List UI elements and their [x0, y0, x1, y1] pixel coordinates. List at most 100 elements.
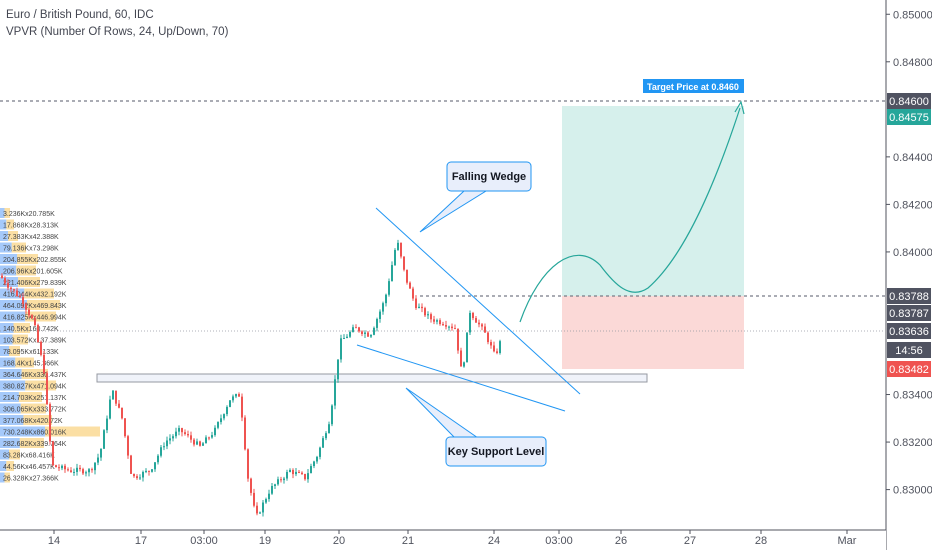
candle-body	[337, 359, 339, 380]
candle-body	[385, 294, 387, 304]
support-callout[interactable]	[445, 436, 547, 467]
price-badge[interactable]	[887, 342, 931, 358]
vp-bar-label: 168.4Kx145.366K	[3, 361, 59, 368]
vp-bar-label: 79.136Kx73.298K	[3, 246, 59, 253]
price-badge[interactable]	[887, 361, 931, 377]
candle-body	[289, 469, 291, 472]
indicator-title[interactable]: VPVR (Number Of Rows, 24, Up/Down, 70)	[6, 26, 229, 38]
target-label-badge[interactable]	[643, 79, 744, 93]
candle-body	[19, 296, 21, 298]
support-box[interactable]	[96, 373, 648, 383]
candle-body	[49, 404, 51, 442]
vp-bar-down	[27, 300, 60, 310]
candle-body	[148, 470, 150, 472]
candle-body	[70, 470, 72, 473]
candle-body	[100, 448, 102, 458]
candle-body	[376, 318, 378, 328]
vp-bar-label: 44.56Kx46.457K	[3, 464, 55, 471]
vp-bar-up	[0, 346, 9, 356]
stop-zone	[562, 296, 744, 369]
vp-bar-label: 78.095Kx61.133K	[3, 349, 59, 356]
price-badge[interactable]	[887, 109, 931, 125]
x-tick-label: 03:00	[190, 535, 218, 547]
candle-body	[208, 437, 210, 439]
candle-body	[271, 485, 273, 494]
candle-body	[232, 396, 234, 401]
candle-body	[322, 438, 324, 448]
vp-bar-up	[0, 265, 17, 276]
vp-bar-label: 3.236Kx20.785K	[3, 211, 55, 218]
candle-body	[292, 469, 294, 475]
vp-bar-down	[6, 219, 14, 230]
candle-body	[61, 465, 63, 469]
candle-body	[43, 354, 45, 374]
candle-body	[130, 455, 132, 474]
wedge-callout[interactable]	[446, 161, 532, 192]
candle-body	[388, 281, 390, 295]
candle-body	[424, 308, 426, 316]
projection-curve[interactable]	[519, 107, 741, 323]
vp-bar-up	[0, 219, 7, 230]
symbol-title[interactable]: Euro / British Pound, 60, IDC	[6, 9, 154, 21]
price-axis[interactable]: 0.85000 0.84800 0.84400 0.84200 0.84000 0.834…	[885, 0, 932, 550]
candle-body	[1, 275, 3, 279]
candle-body	[352, 327, 354, 332]
price-badge[interactable]	[887, 93, 931, 109]
candle-body	[238, 394, 240, 397]
candle-body	[211, 435, 213, 438]
time-axis[interactable]: 14 17 03:00 19 20 21 24 03:00 26 27 28 Mar	[0, 529, 886, 550]
x-tick-label: 21	[402, 535, 414, 547]
candle-body	[448, 326, 450, 328]
candle-body	[301, 472, 303, 474]
vp-bar-label: 377.068Kx420.72K	[3, 418, 63, 425]
candle-body	[226, 406, 228, 415]
volume-profile: 3.236Kx20.785K 17.868Kx28.313K 27.383Kx42.…	[0, 208, 100, 483]
price-badge[interactable]	[887, 305, 931, 321]
y-tick-label: 0.83400	[893, 390, 932, 402]
candle-body	[277, 479, 279, 485]
vp-bar-label: 27.383Kx42.388K	[3, 234, 59, 241]
candle-body	[13, 289, 15, 291]
candle-body	[403, 256, 405, 270]
candle-body	[262, 502, 264, 513]
candle-body	[409, 282, 411, 289]
candle-body	[187, 434, 189, 436]
vp-bar-label: 103.572Kx137.389K	[3, 338, 67, 345]
candle-body	[103, 430, 105, 449]
candle-body	[295, 471, 297, 475]
candle-body	[268, 493, 270, 500]
candle-body	[316, 456, 318, 462]
candle-body	[202, 443, 204, 446]
candle-body	[259, 512, 261, 514]
candle-body	[442, 324, 444, 326]
vp-bar-label: 26.328Kx27.366K	[3, 476, 59, 483]
vp-bar-down	[12, 334, 28, 345]
candle-body	[67, 469, 69, 471]
candle-body	[349, 331, 351, 337]
x-tick-label: 19	[259, 535, 271, 547]
candle-body	[493, 345, 495, 352]
x-tick-label: 17	[135, 535, 147, 547]
candle-body	[478, 322, 480, 325]
vp-bar-down	[24, 288, 54, 299]
wedge-upper-line[interactable]	[375, 207, 581, 395]
candle-body	[283, 478, 285, 481]
candle-body	[85, 472, 87, 474]
vp-bar-up	[0, 403, 21, 414]
candle-body	[40, 341, 42, 355]
price-badge[interactable]	[887, 323, 931, 339]
candle-body	[304, 473, 306, 480]
vp-bar-down	[20, 403, 46, 414]
candle-body	[25, 304, 27, 310]
candle-body	[460, 350, 462, 367]
price-badge[interactable]	[887, 288, 931, 304]
candle-body	[298, 471, 300, 473]
vp-bar-up	[0, 426, 45, 437]
candle-body	[499, 341, 501, 353]
wedge-lower-line[interactable]	[356, 344, 566, 412]
candle-body	[307, 473, 309, 480]
vp-bar-up	[0, 449, 9, 460]
vp-bar-up	[0, 208, 5, 218]
candle-body	[133, 473, 135, 477]
